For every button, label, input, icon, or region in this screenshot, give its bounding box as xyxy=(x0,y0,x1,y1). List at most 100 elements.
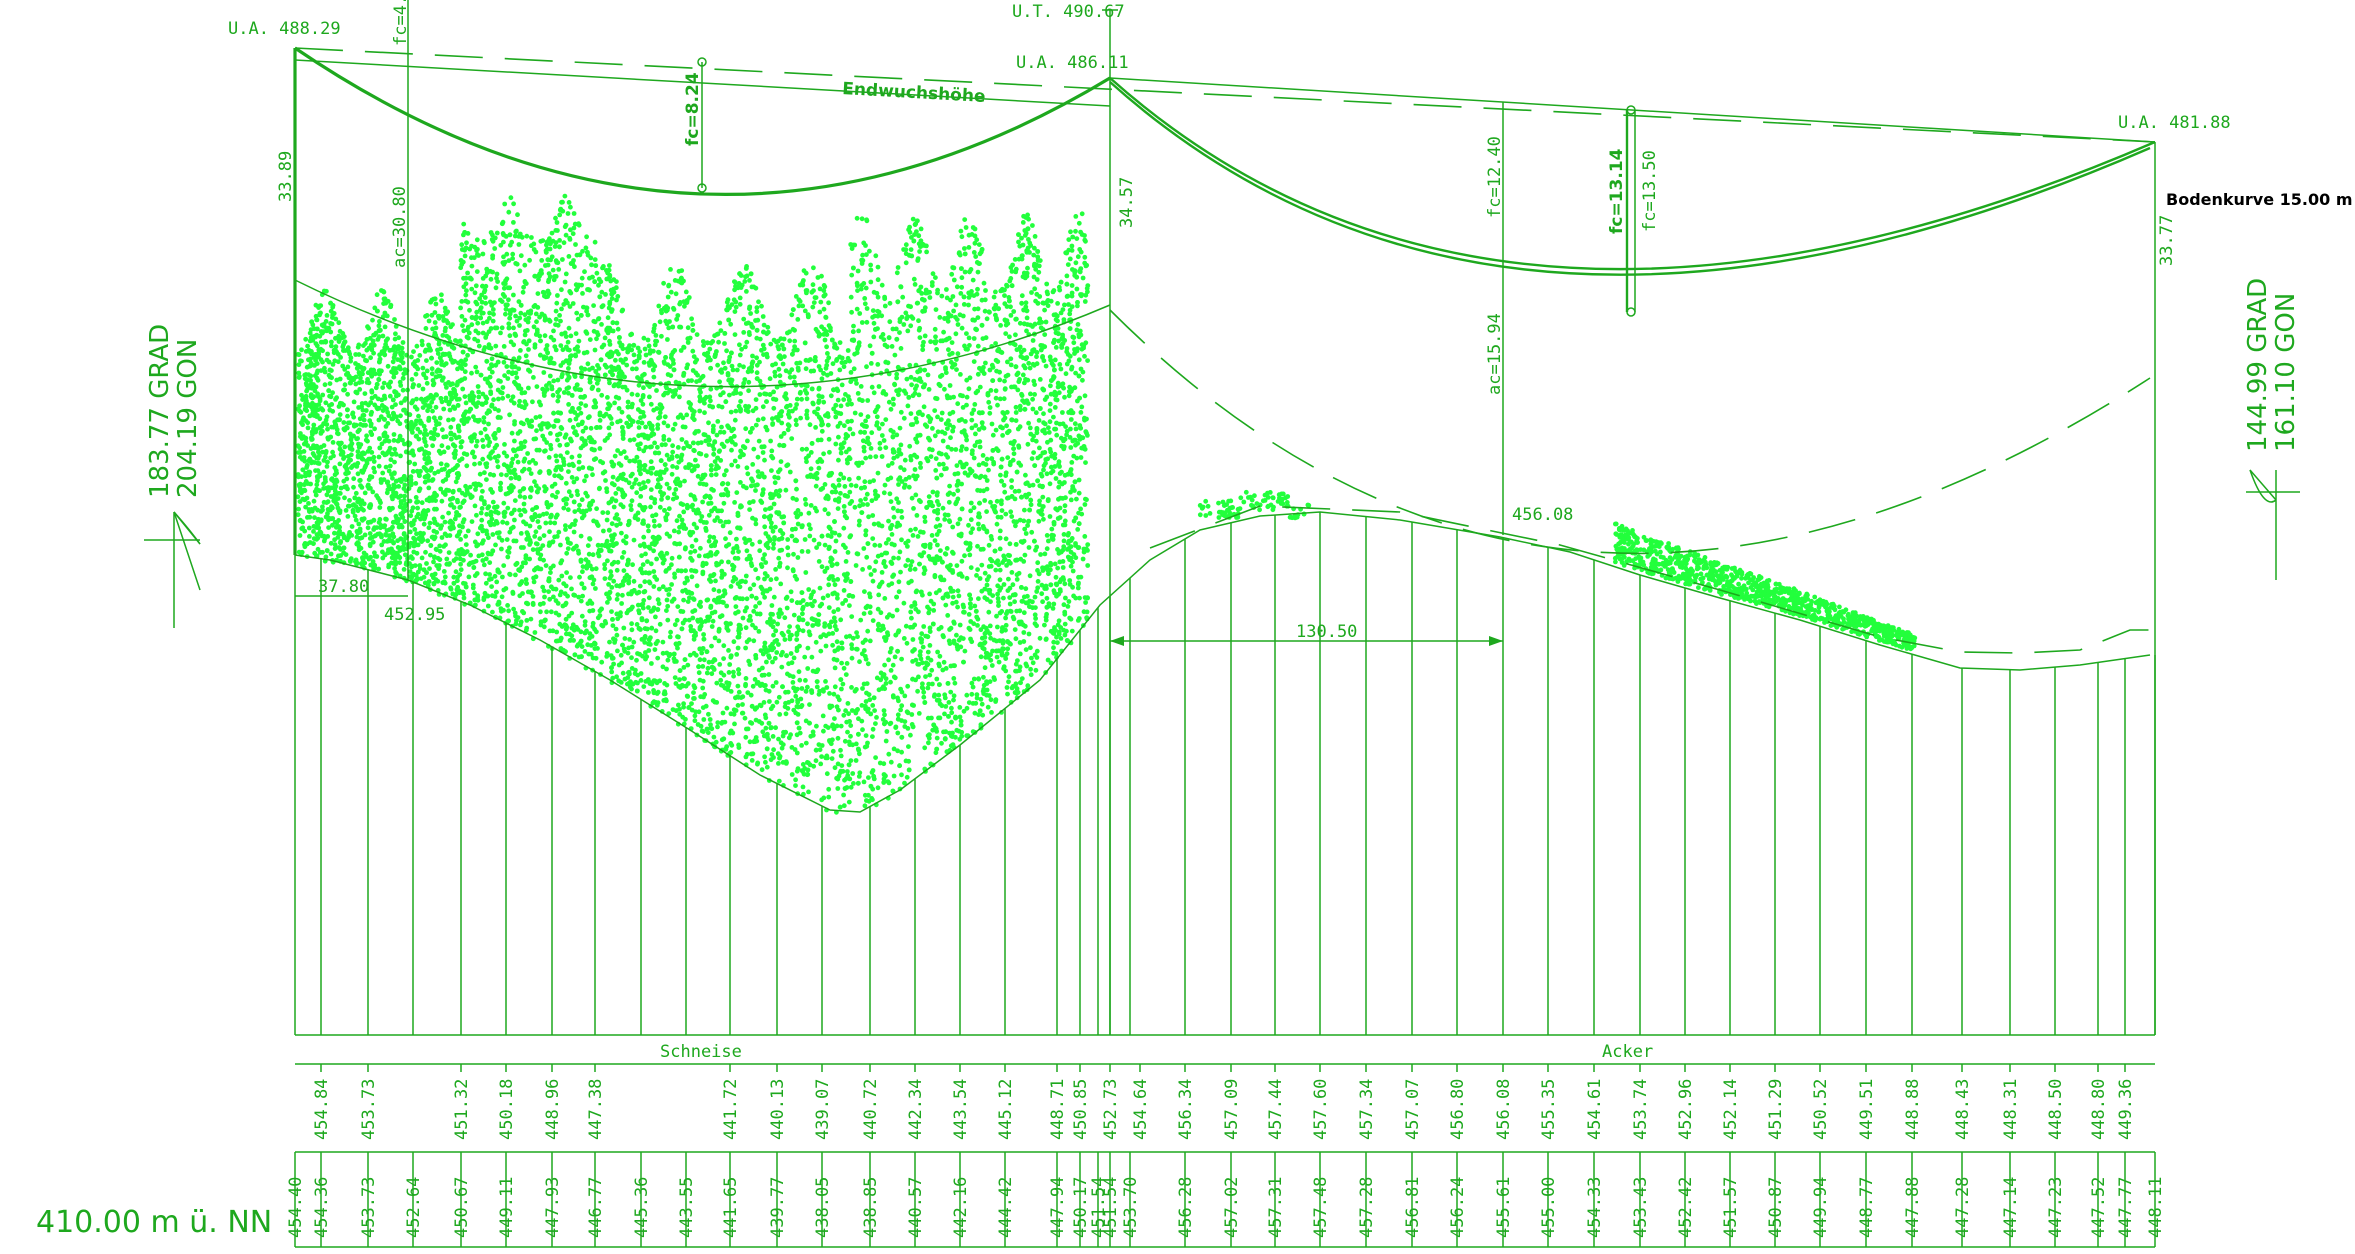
vegetation-point xyxy=(927,387,932,392)
vegetation-point xyxy=(788,470,793,475)
vegetation-point xyxy=(524,353,529,358)
vegetation-point xyxy=(1000,508,1005,513)
vegetation-point xyxy=(756,299,761,304)
vegetation-point xyxy=(516,460,521,465)
vegetation-point xyxy=(686,378,691,383)
vegetation-point xyxy=(566,402,571,407)
vegetation-point xyxy=(380,471,385,476)
vegetation-point xyxy=(509,340,514,345)
vegetation-point xyxy=(676,703,681,708)
vegetation-point xyxy=(959,285,964,290)
vegetation-point xyxy=(310,437,315,442)
vegetation-point xyxy=(785,565,790,570)
vegetation-point xyxy=(813,425,818,430)
vegetation-point xyxy=(782,615,787,620)
vegetation-point xyxy=(816,275,821,280)
vegetation-point xyxy=(434,405,439,410)
vegetation-point xyxy=(646,338,651,343)
vegetation-point xyxy=(814,484,819,489)
vegetation-point xyxy=(838,340,843,345)
vegetation-point xyxy=(687,618,692,623)
vegetation-point xyxy=(779,515,784,520)
vegetation-point xyxy=(473,365,478,370)
vegetation-point xyxy=(692,651,697,656)
vegetation-point xyxy=(926,414,931,419)
vegetation-point xyxy=(838,748,843,753)
vegetation-point xyxy=(513,611,518,616)
vegetation-point xyxy=(612,401,617,406)
vegetation-point xyxy=(726,373,731,378)
vegetation-point xyxy=(587,288,592,293)
vegetation-point xyxy=(733,309,738,314)
vegetation-point xyxy=(323,382,328,387)
vegetation-point xyxy=(818,586,823,591)
vegetation-point xyxy=(683,568,688,573)
vegetation-point xyxy=(882,296,887,301)
vegetation-point xyxy=(914,590,919,595)
vegetation-point xyxy=(333,397,338,402)
vegetation-point xyxy=(769,449,774,454)
vegetation-point xyxy=(548,374,553,379)
vegetation-point xyxy=(807,702,812,707)
vegetation-point xyxy=(671,427,676,432)
vegetation-point xyxy=(994,428,999,433)
vegetation-point xyxy=(414,495,419,500)
vegetation-point xyxy=(819,487,824,492)
vegetation-point xyxy=(1048,447,1053,452)
vegetation-point xyxy=(1037,418,1042,423)
vegetation-point xyxy=(300,497,305,502)
vegetation-point xyxy=(979,474,984,479)
vegetation-point xyxy=(444,311,449,316)
vegetation-point xyxy=(985,316,990,321)
vegetation-point xyxy=(870,734,875,739)
vegetation-point xyxy=(676,445,681,450)
vegetation-point xyxy=(670,556,675,561)
vegetation-point xyxy=(521,545,526,550)
vegetation-point xyxy=(368,355,373,360)
vegetation-point xyxy=(527,542,532,547)
vegetation-point xyxy=(325,352,330,357)
vegetation-point xyxy=(676,530,681,535)
vegetation-point xyxy=(909,411,914,416)
vegetation-point xyxy=(1051,415,1056,420)
vegetation-point xyxy=(978,385,983,390)
vegetation-point xyxy=(855,307,860,312)
vegetation-point xyxy=(844,672,849,677)
vegetation-point xyxy=(931,608,936,613)
vegetation-point xyxy=(744,321,749,326)
vegetation-point xyxy=(1048,408,1053,413)
vegetation-point xyxy=(1068,354,1073,359)
vegetation-point xyxy=(929,454,934,459)
vegetation-point xyxy=(1047,430,1052,435)
vegetation-point xyxy=(767,689,772,694)
vegetation-point xyxy=(1085,286,1090,291)
vegetation-point xyxy=(941,330,946,335)
vegetation-point xyxy=(500,325,505,330)
vegetation-point xyxy=(487,572,492,577)
vegetation-point xyxy=(714,472,719,477)
vegetation-point xyxy=(750,354,755,359)
vegetation-point xyxy=(894,327,899,332)
vegetation-point xyxy=(812,538,817,543)
vegetation-point xyxy=(623,636,628,641)
vegetation-point xyxy=(995,403,1000,408)
vegetation-point xyxy=(637,425,642,430)
vegetation-point xyxy=(689,316,694,321)
vegetation-point xyxy=(411,349,416,354)
vegetation-point xyxy=(299,393,304,398)
vegetation-point xyxy=(833,549,838,554)
vegetation-point xyxy=(1011,458,1016,463)
vegetation-point xyxy=(491,500,496,505)
vegetation-point xyxy=(1037,446,1042,451)
vegetation-point xyxy=(532,274,537,279)
vegetation-point xyxy=(987,693,992,698)
vegetation-point xyxy=(503,312,508,317)
vegetation-point xyxy=(1029,530,1034,535)
vegetation-point xyxy=(1082,534,1087,539)
vegetation-point xyxy=(677,541,682,546)
vegetation-point xyxy=(891,695,896,700)
vegetation-point xyxy=(833,582,838,587)
vegetation-point xyxy=(1054,345,1059,350)
vegetation-point xyxy=(609,416,614,421)
vegetation-point xyxy=(955,563,960,568)
